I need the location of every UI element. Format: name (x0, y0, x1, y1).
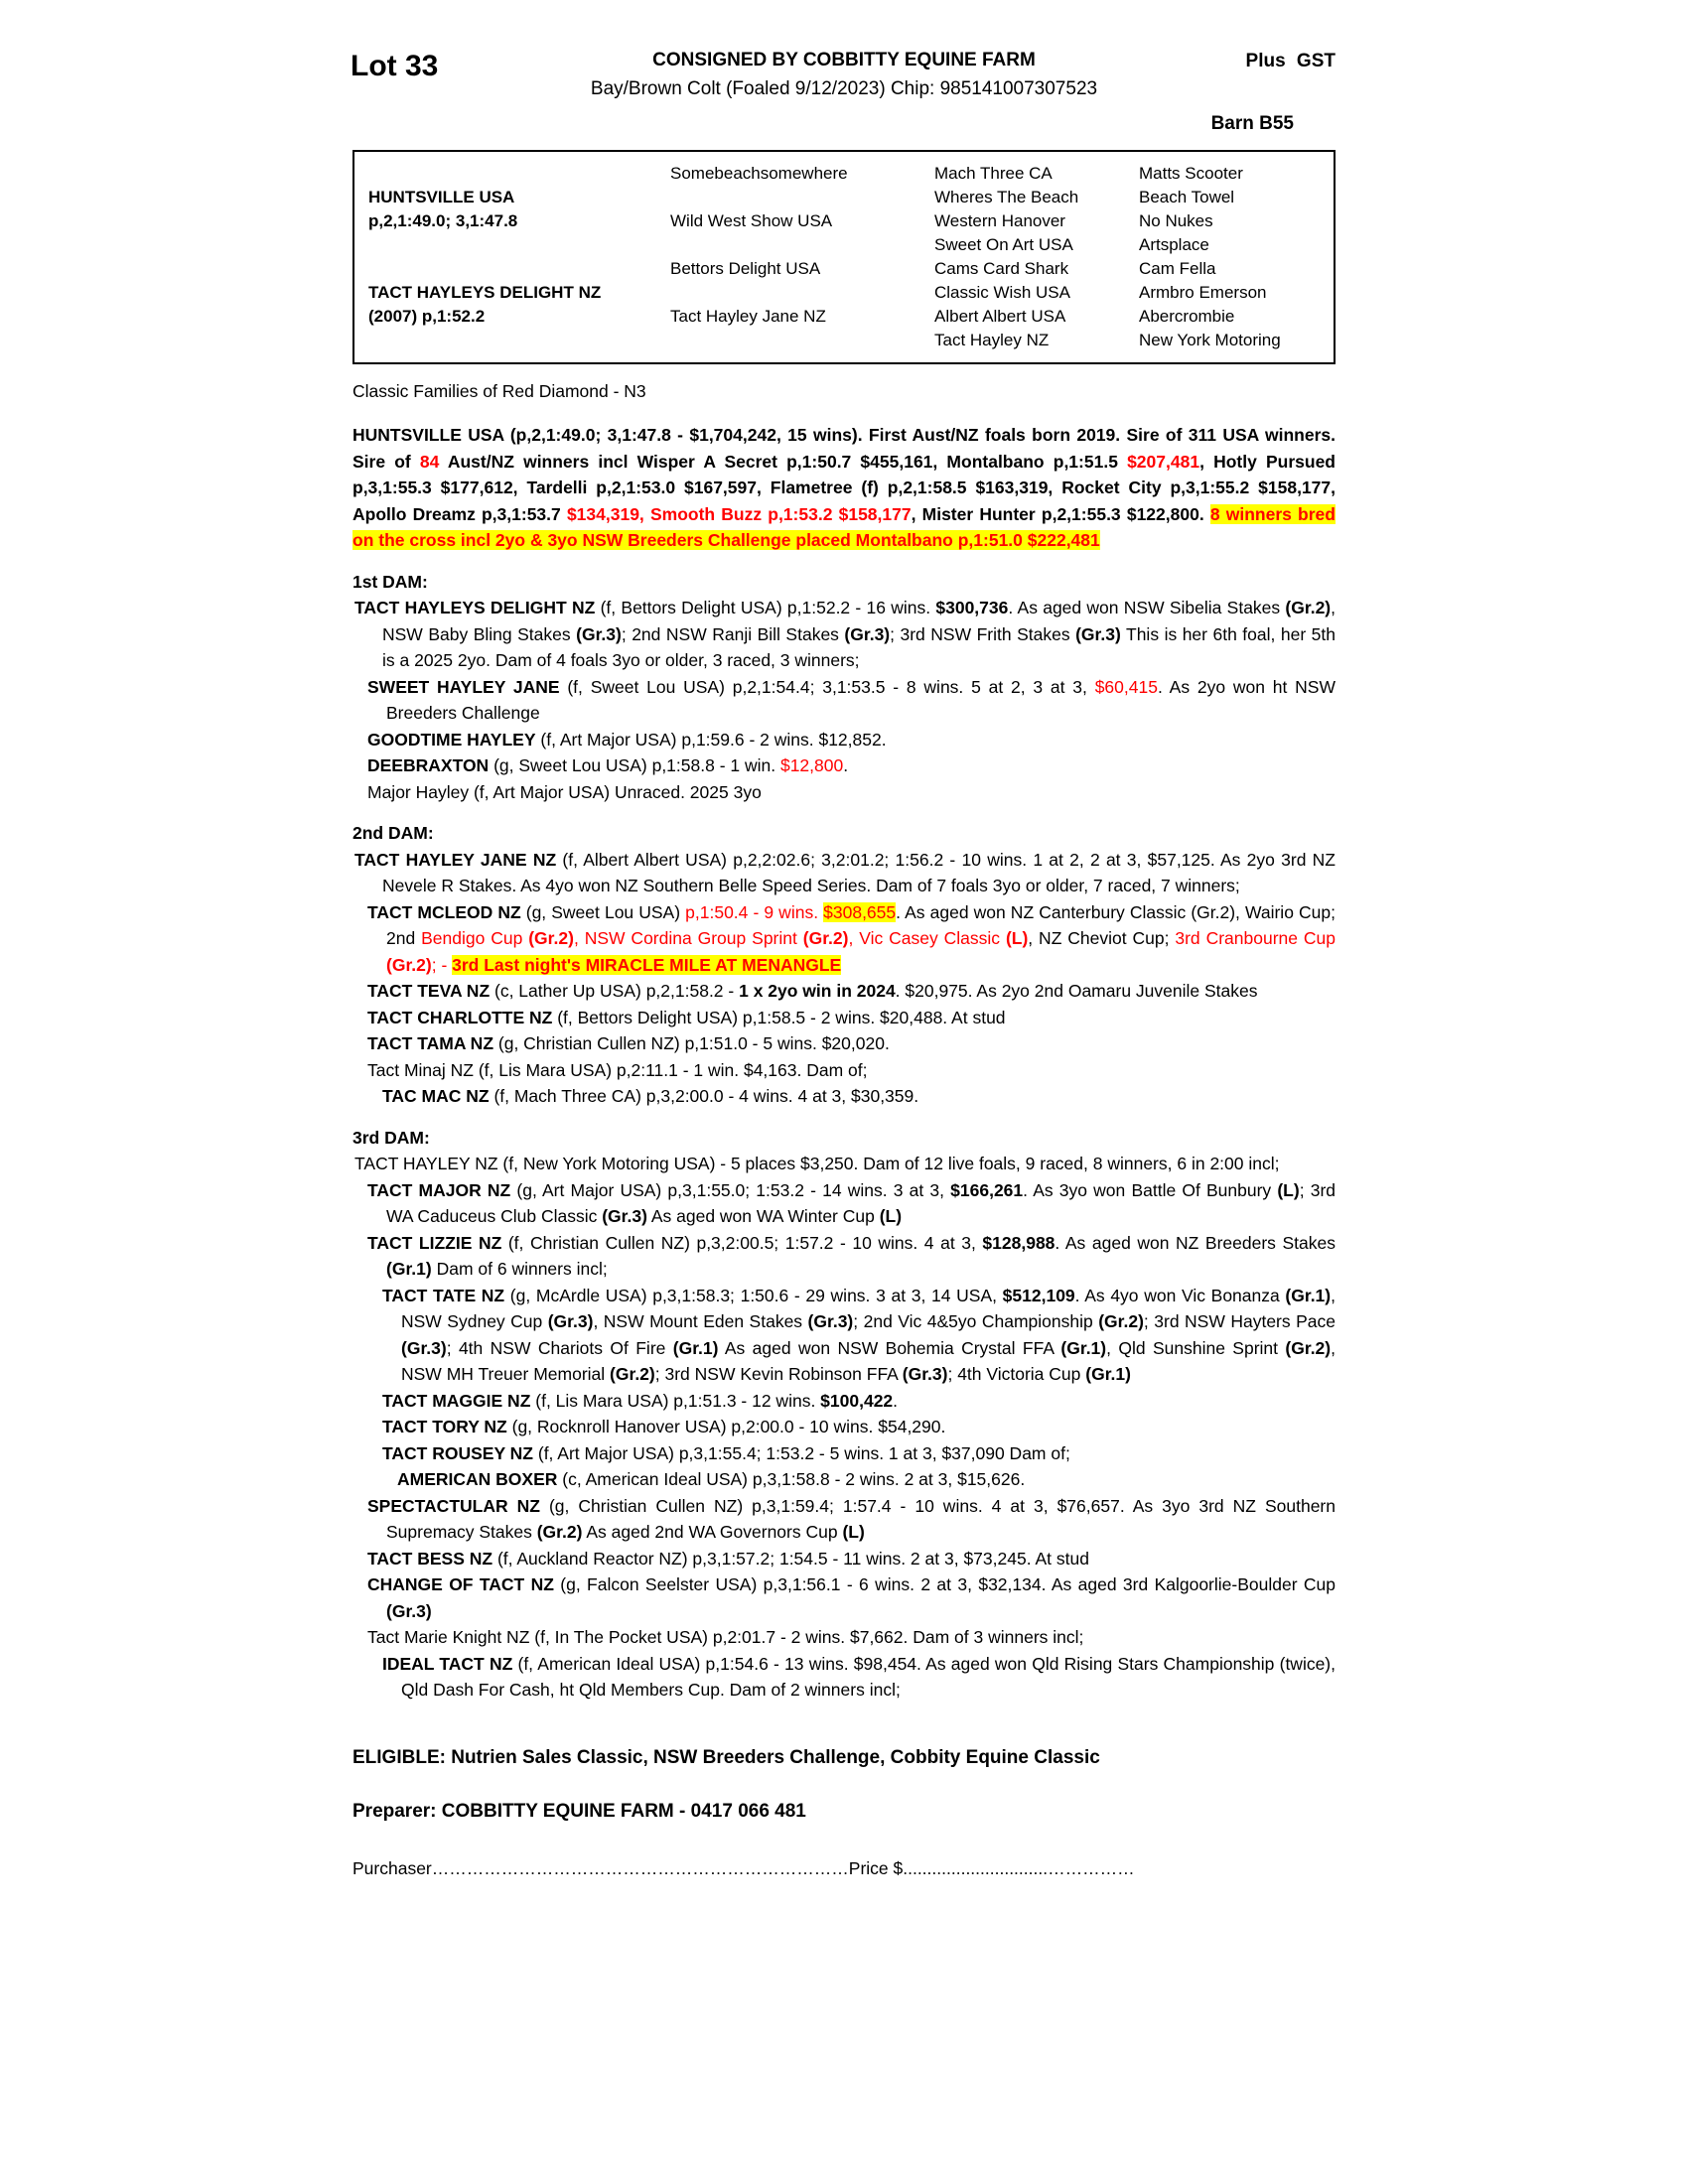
dam3-entry-ideal-tact: IDEAL TACT NZ (f, American Ideal USA) p,… (382, 1653, 1336, 1701)
dam2-entry-tact-teva: TACT TEVA NZ (c, Lather Up USA) p,2,1:58… (367, 981, 1258, 1001)
dam3-entry-tact-major: TACT MAJOR NZ (g, Art Major USA) p,3,1:5… (367, 1179, 1336, 1227)
consignor-line: CONSIGNED BY COBBITTY EQUINE FARM (652, 50, 1036, 70)
colt-description: Bay/Brown Colt (Foaled 9/12/2023) Chip: … (590, 78, 1098, 99)
plus-gst-label: Plus GST (1245, 51, 1336, 71)
dam3-entry-tact-maggie: TACT MAGGIE NZ (f, Lis Mara USA) p,1:51.… (382, 1390, 899, 1411)
barn-label: Barn B55 (1210, 113, 1294, 134)
pedigree-gen3-cell: Classic Wish USA (934, 283, 1070, 302)
eligibility-line: ELIGIBLE: Nutrien Sales Classic, NSW Bre… (352, 1746, 1100, 1768)
pedigree-dam-name: TACT HAYLEYS DELIGHT NZ (368, 283, 602, 302)
pedigree-gen3-cell: Western Hanover (934, 211, 1065, 230)
dam3-entry-tact-marie-knight: Tact Marie Knight NZ (f, In The Pocket U… (367, 1627, 1084, 1647)
purchaser-label: Purchaser (352, 1857, 432, 1878)
dam2-entry-tact-charlotte: TACT CHARLOTTE NZ (f, Bettors Delight US… (367, 1007, 1006, 1027)
price-label: Price $ (848, 1857, 904, 1878)
dam3-entry-tact-rousey: TACT ROUSEY NZ (f, Art Major USA) p,3,1:… (382, 1442, 1070, 1463)
family-note: Classic Families of Red Diamond - N3 (352, 381, 646, 401)
dam3-entry-tact-tory: TACT TORY NZ (g, Rocknroll Hanover USA) … (382, 1417, 946, 1436)
pedigree-gen4-cell: Artsplace (1139, 235, 1209, 254)
lot-number: Lot 33 (351, 50, 439, 82)
dam3-entry-tact-hayley: TACT HAYLEY NZ (f, New York Motoring USA… (354, 1154, 1280, 1173)
pedigree-dam-sire: Bettors Delight USA (670, 259, 821, 278)
preparer-line: Preparer: COBBITTY EQUINE FARM - 0417 06… (352, 1800, 806, 1822)
pedigree-sire-dam: Wild West Show USA (670, 211, 833, 230)
pedigree-gen4-cell: Matts Scooter (1139, 164, 1243, 183)
dam1-entry-deebraxton: DEEBRAXTON (g, Sweet Lou USA) p,1:58.8 -… (367, 755, 849, 775)
dam3-entry-spectactular: SPECTACTULAR NZ (g, Christian Cullen NZ)… (367, 1495, 1336, 1543)
pedigree-dam-dam: Tact Hayley Jane NZ (670, 307, 826, 326)
pedigree-gen4-cell: No Nukes (1139, 211, 1213, 230)
dam2-entry-tac-mac: TAC MAC NZ (f, Mach Three CA) p,3,2:00.0… (382, 1086, 919, 1106)
price-dotted-line: ..............................…………… (903, 1857, 1135, 1878)
pedigree-gen4-cell: Abercrombie (1139, 307, 1235, 326)
dam3-entry-change-of-tact: CHANGE OF TACT NZ (g, Falcon Seelster US… (367, 1574, 1336, 1621)
pedigree-gen3-cell: Sweet On Art USA (934, 235, 1073, 254)
pedigree-gen3-cell: Mach Three CA (934, 164, 1053, 183)
pedigree-sire-sire: Somebeachsomewhere (670, 164, 848, 183)
purchaser-dotted-line: ……………………………………………………………… (431, 1857, 849, 1878)
dam3-entry-tact-tate: TACT TATE NZ (g, McArdle USA) p,3,1:58.3… (382, 1285, 1336, 1385)
pedigree-gen3-cell: Tact Hayley NZ (934, 331, 1050, 349)
dam-section-heading-1: 1st DAM: (352, 571, 428, 592)
pedigree-gen3-cell: Cams Card Shark (934, 259, 1069, 278)
dam2-entry-tact-tama: TACT TAMA NZ (g, Christian Cullen NZ) p,… (367, 1033, 890, 1053)
pedigree-dam-record: (2007) p,1:52.2 (368, 307, 486, 326)
dam1-entry-goodtime-hayley: GOODTIME HAYLEY (f, Art Major USA) p,1:5… (367, 729, 887, 750)
dam-section-heading-3: 3rd DAM: (352, 1127, 430, 1148)
purchaser-signature-line: Purchaser………………………………………………………………Price $… (352, 1858, 1336, 1879)
dam2-entry-tact-minaj: Tact Minaj NZ (f, Lis Mara USA) p,2:11.1… (367, 1059, 868, 1080)
sire-summary-paragraph: HUNTSVILLE USA (p,2,1:49.0; 3,1:47.8 - $… (352, 425, 1336, 550)
dam3-entry-tact-bess: TACT BESS NZ (f, Auckland Reactor NZ) p,… (367, 1548, 1089, 1569)
pedigree-gen4-cell: Cam Fella (1139, 259, 1216, 278)
pedigree-gen3-cell: Wheres The Beach (934, 188, 1079, 206)
pedigree-gen4-cell: Armbro Emerson (1139, 283, 1267, 302)
pedigree-table: HUNTSVILLE USA p,2,1:49.0; 3,1:47.8 TACT… (352, 150, 1336, 364)
dam-section-heading-2: 2nd DAM: (352, 823, 434, 843)
dam2-entry-tact-hayley-jane: TACT HAYLEY JANE NZ (f, Albert Albert US… (354, 849, 1336, 896)
dam1-entry-tact-hayleys-delight: TACT HAYLEYS DELIGHT NZ (f, Bettors Deli… (354, 598, 1336, 670)
pedigree-gen4-cell: New York Motoring (1139, 331, 1281, 349)
dam2-entry-tact-mcleod: TACT MCLEOD NZ (g, Sweet Lou USA) p,1:50… (367, 901, 1336, 975)
pedigree-sire-record: p,2,1:49.0; 3,1:47.8 (368, 211, 518, 230)
page-header: Lot 33 Plus GST CONSIGNED BY COBBITTY EQ… (351, 50, 1336, 135)
dam3-entry-american-boxer: AMERICAN BOXER (c, American Ideal USA) p… (397, 1469, 1026, 1489)
dam1-entry-sweet-hayley-jane: SWEET HAYLEY JANE (f, Sweet Lou USA) p,2… (367, 676, 1336, 724)
dam3-entry-tact-lizzie: TACT LIZZIE NZ (f, Christian Cullen NZ) … (367, 1232, 1336, 1280)
pedigree-sire-name: HUNTSVILLE USA (368, 188, 515, 206)
pedigree-gen3-cell: Albert Albert USA (934, 307, 1066, 326)
pedigree-gen4-cell: Beach Towel (1139, 188, 1235, 206)
dam1-entry-major-hayley: Major Hayley (f, Art Major USA) Unraced.… (367, 781, 762, 802)
